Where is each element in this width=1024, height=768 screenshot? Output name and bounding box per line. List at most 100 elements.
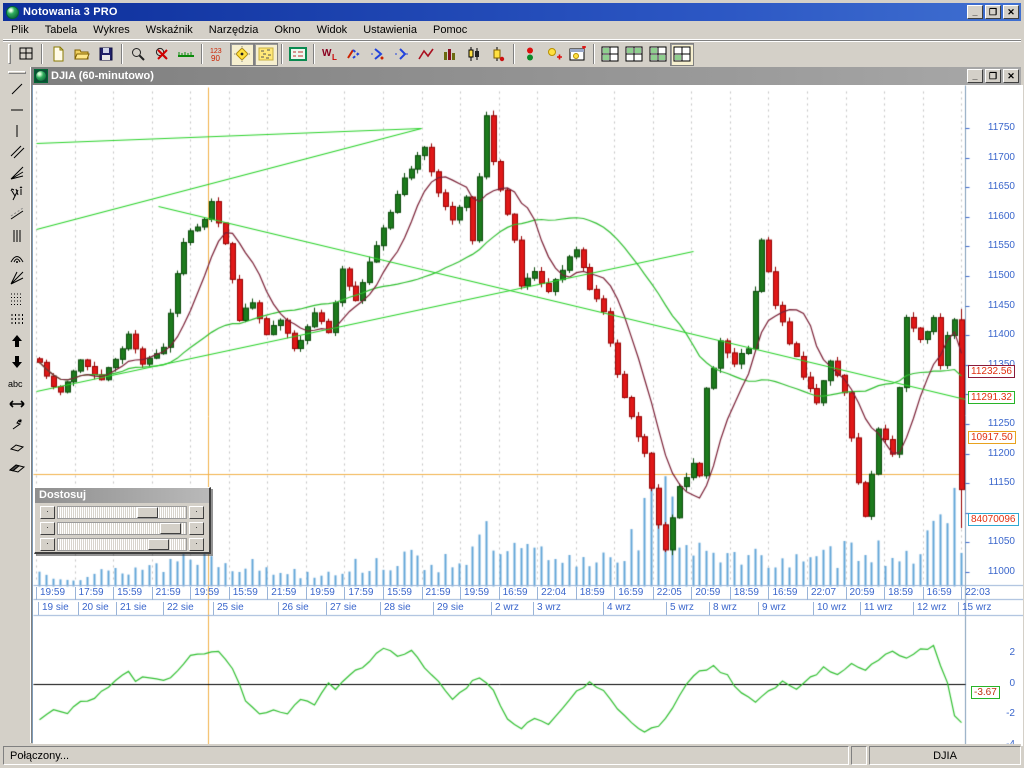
adjust-slider-2: · ·	[40, 522, 204, 535]
restore-button[interactable]: ❐	[985, 5, 1001, 19]
menu-widok[interactable]: Widok	[316, 24, 348, 36]
fibonacci-arcs-icon[interactable]	[5, 246, 29, 267]
instrument-status: DJIA	[869, 746, 1021, 765]
quotes-numbers-icon[interactable]: 123 90	[206, 43, 230, 66]
eraser-all-icon[interactable]	[5, 456, 29, 477]
layout-top-icon[interactable]	[622, 43, 646, 66]
gann-fan-icon[interactable]	[5, 267, 29, 288]
chart-window-title: DJIA (60-minutowo)	[51, 70, 154, 82]
svg-text:L: L	[332, 53, 337, 62]
svg-text:90: 90	[211, 54, 220, 62]
measure-icon[interactable]	[174, 43, 198, 66]
open-file-icon[interactable]	[70, 43, 94, 66]
marker-pattern-icon[interactable]	[254, 42, 278, 66]
traffic-light-icon[interactable]	[518, 43, 542, 66]
bar-chart-icon[interactable]	[438, 43, 462, 66]
fan-lines-icon[interactable]	[5, 162, 29, 183]
grid-lines-icon[interactable]	[5, 225, 29, 246]
slider-1-right-button[interactable]: ·	[189, 506, 204, 519]
toolbar-grip[interactable]	[8, 44, 11, 64]
menu-okno[interactable]: Okno	[274, 24, 301, 36]
layout-three-icon[interactable]	[646, 43, 670, 66]
marker-point-icon[interactable]	[230, 42, 254, 66]
regression-line-icon[interactable]	[5, 204, 29, 225]
candle-chart-icon[interactable]	[462, 43, 486, 66]
menu-wykres[interactable]: Wykres	[93, 24, 130, 36]
parallel-lines-icon[interactable]	[5, 141, 29, 162]
menu-narzedzia[interactable]: Narzędzia	[208, 24, 259, 36]
horizontal-range-icon[interactable]	[5, 393, 29, 414]
chart-close-button[interactable]: ✕	[1003, 69, 1019, 83]
line-chart-icon[interactable]	[414, 43, 438, 66]
adjust-slider-3: · ·	[40, 538, 204, 551]
menu-bar: Plik Tabela Wykres Wskaźnik Narzędzia Ok…	[3, 21, 1021, 40]
svg-text:abc: abc	[8, 379, 23, 389]
arrow-down-icon[interactable]	[5, 351, 29, 372]
horizontal-line-icon[interactable]	[5, 99, 29, 120]
slider-3-right-button[interactable]: ·	[189, 538, 204, 551]
trend-line-icon[interactable]	[5, 78, 29, 99]
close-button[interactable]: ✕	[1003, 5, 1019, 19]
menu-ustawienia[interactable]: Ustawienia	[363, 24, 417, 36]
window-grid-icon[interactable]	[14, 43, 38, 66]
adjust-slider-1: · ·	[40, 506, 204, 519]
chart-minimize-button[interactable]: _	[967, 69, 983, 83]
chart-window-title-bar[interactable]: DJIA (60-minutowo) _ ❐ ✕	[32, 67, 1021, 85]
drawing-toolbar: abc	[3, 67, 32, 743]
status-spacer-panel	[851, 746, 867, 765]
arrow-up-icon[interactable]	[5, 330, 29, 351]
slider-1-thumb[interactable]	[137, 507, 159, 518]
app-icon	[6, 5, 19, 19]
adjust-panel-title[interactable]: Dostosuj	[35, 488, 209, 503]
slider-2-thumb[interactable]	[160, 523, 182, 534]
layout-bottom-left-icon[interactable]	[670, 42, 694, 66]
title-bar: Notowania 3 PRO _ ❐ ✕	[3, 3, 1021, 21]
adjust-panel[interactable]: Dostosuj · · · · · ·	[34, 487, 211, 554]
status-bar: Połączony... DJIA	[3, 744, 1021, 765]
chart-body: 11750 11700 11650 11600 11550 11500 11450 11400…	[32, 85, 1023, 750]
eraser-icon[interactable]	[5, 435, 29, 456]
new-chart-icon[interactable]	[46, 43, 70, 66]
slider-3-track[interactable]	[57, 538, 187, 551]
slider-2-left-button[interactable]: ·	[40, 522, 55, 535]
svg-text:W: W	[322, 48, 332, 59]
vertical-line-icon[interactable]	[5, 120, 29, 141]
text-label-icon[interactable]: abc	[5, 372, 29, 393]
zoom-off-icon[interactable]	[150, 43, 174, 66]
quote-board-icon[interactable]	[286, 43, 310, 66]
slider-1-left-button[interactable]: ·	[40, 506, 55, 519]
minimize-button[interactable]: _	[967, 5, 983, 19]
client-area: abc DJIA (60-minutowo) _ ❐ ✕ 11750 11700 1…	[3, 67, 1023, 750]
chart-window-icon	[34, 69, 48, 83]
signal-arrow-1-icon[interactable]	[342, 43, 366, 66]
menu-tabela[interactable]: Tabela	[44, 24, 78, 36]
slider-1-track[interactable]	[57, 506, 187, 519]
menu-plik[interactable]: Plik	[11, 24, 29, 36]
slider-2-track[interactable]	[57, 522, 187, 535]
save-file-icon[interactable]	[94, 43, 118, 66]
menu-pomoc[interactable]: Pomoc	[433, 24, 468, 36]
pitchfork-icon[interactable]	[5, 183, 29, 204]
menu-wskaznik[interactable]: Wskaźnik	[145, 24, 193, 36]
add-point-icon[interactable]	[542, 43, 566, 66]
candle-marker-icon[interactable]	[486, 43, 510, 66]
signal-arrow-2-icon[interactable]	[366, 43, 390, 66]
price-chart-canvas[interactable]	[33, 85, 1023, 746]
chart-restore-button[interactable]: ❐	[985, 69, 1001, 83]
fibonacci-retracement-icon[interactable]	[5, 288, 29, 309]
add-window-icon[interactable]	[566, 43, 590, 66]
connection-status: Połączony...	[3, 746, 849, 765]
drawing-toolbar-grip[interactable]	[8, 71, 26, 74]
slider-3-thumb[interactable]	[147, 539, 169, 550]
pointer-marker-icon[interactable]	[5, 414, 29, 435]
zoom-icon[interactable]	[126, 43, 150, 66]
signal-arrow-3-icon[interactable]	[390, 43, 414, 66]
slider-2-right-button[interactable]: ·	[189, 522, 204, 535]
layout-left-icon[interactable]	[598, 43, 622, 66]
slider-3-left-button[interactable]: ·	[40, 538, 55, 551]
chart-window: DJIA (60-minutowo) _ ❐ ✕ 11750 11700 11650…	[32, 67, 1023, 750]
fibonacci-time-zones-icon[interactable]	[5, 309, 29, 330]
